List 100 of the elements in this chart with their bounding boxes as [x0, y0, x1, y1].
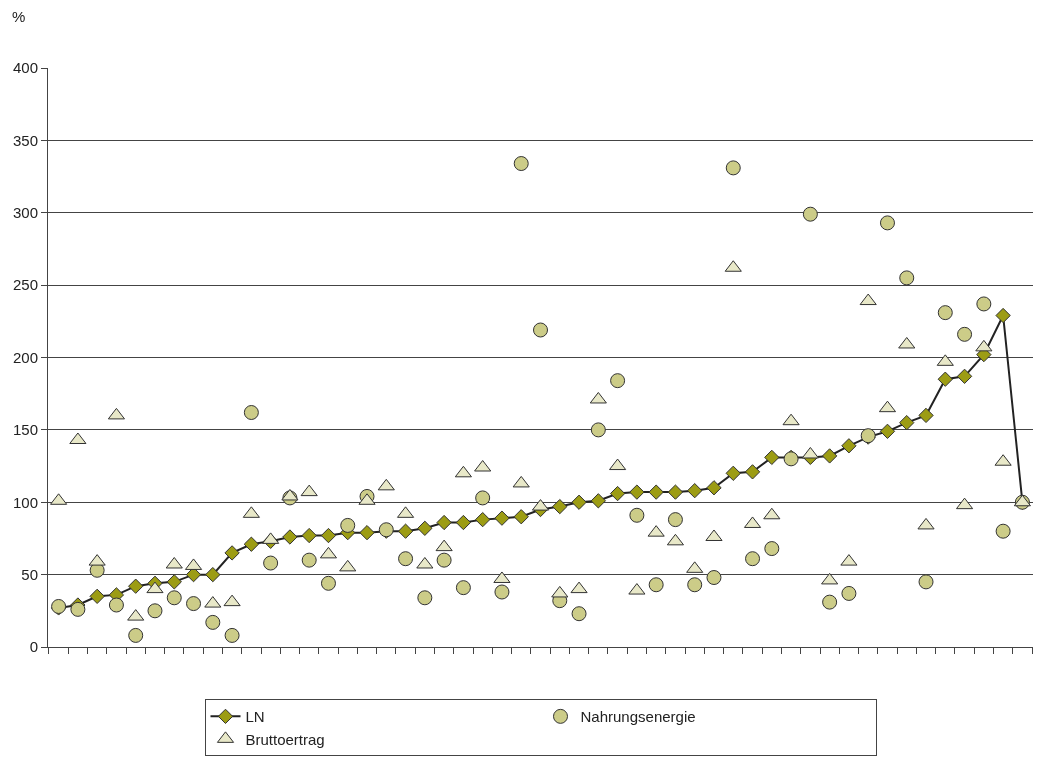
point [417, 590, 433, 606]
y-tick-label: 150 [12, 421, 38, 439]
point [957, 326, 973, 342]
point [667, 512, 683, 528]
legend-label: Nahrungsenergie [580, 708, 696, 726]
y-tick-label: 0 [29, 638, 38, 656]
y-axis-title: % [12, 8, 26, 25]
point [436, 514, 452, 531]
y-tick-label: 300 [12, 204, 38, 221]
point [551, 585, 569, 598]
point [879, 215, 895, 231]
point [744, 464, 761, 480]
point [648, 577, 664, 593]
point [223, 594, 241, 607]
point [146, 581, 164, 594]
point [186, 596, 202, 612]
point [609, 485, 626, 502]
point [995, 307, 1011, 324]
point [435, 539, 453, 552]
point [570, 581, 588, 594]
y-tick-label: 100 [12, 493, 38, 511]
y-tick-label: 350 [12, 131, 38, 149]
point [841, 438, 857, 454]
y-tick-label: 50 [21, 565, 38, 583]
point [552, 498, 568, 515]
point [494, 584, 510, 600]
point [995, 523, 1011, 539]
point [243, 536, 260, 552]
point [69, 432, 87, 445]
point [937, 305, 953, 321]
y-tick-label: 400 [12, 59, 38, 77]
point [436, 552, 452, 568]
point [725, 465, 741, 481]
point [589, 391, 607, 404]
point [398, 551, 414, 567]
point [454, 465, 472, 478]
point [205, 614, 221, 630]
point [859, 293, 877, 306]
point [70, 601, 86, 617]
point [417, 520, 433, 536]
point [609, 458, 627, 471]
point [224, 545, 240, 561]
point [89, 588, 105, 604]
point [667, 484, 684, 500]
point [300, 484, 318, 497]
point [416, 556, 434, 569]
point [590, 422, 606, 438]
point [494, 510, 510, 526]
point [821, 572, 839, 585]
point [128, 627, 144, 643]
point [571, 494, 587, 510]
point [917, 517, 935, 530]
point [166, 590, 182, 606]
point [320, 575, 336, 591]
point [764, 449, 780, 466]
point [263, 555, 279, 571]
point [590, 493, 606, 509]
point [937, 371, 953, 387]
point [571, 606, 587, 622]
point [687, 483, 703, 499]
point [802, 206, 818, 222]
point [918, 574, 934, 590]
point [706, 570, 722, 586]
point [801, 446, 819, 459]
point [975, 339, 993, 352]
point [475, 490, 491, 506]
point [822, 594, 838, 610]
point [648, 484, 664, 500]
point [165, 556, 183, 569]
point [513, 509, 529, 525]
point [629, 507, 645, 523]
point [841, 585, 857, 601]
point [281, 488, 299, 501]
point [879, 423, 896, 439]
point [899, 270, 915, 286]
legend-label: Bruttoertrag [245, 730, 325, 748]
point [512, 475, 530, 488]
point [166, 574, 182, 590]
point [224, 627, 240, 643]
point [706, 480, 722, 496]
point [301, 527, 317, 544]
point [128, 578, 144, 594]
point [108, 597, 124, 613]
point [359, 525, 375, 541]
point [763, 507, 781, 520]
point [475, 511, 491, 528]
point [282, 529, 298, 545]
point [745, 551, 761, 567]
point [339, 559, 357, 572]
point [764, 541, 780, 557]
point [513, 156, 529, 172]
point [629, 484, 645, 500]
point [377, 478, 395, 491]
point [397, 523, 414, 539]
point [976, 296, 992, 312]
point [243, 405, 259, 420]
y-tick-label: 250 [12, 276, 38, 294]
point [725, 160, 741, 176]
point [533, 322, 548, 338]
point [455, 514, 472, 531]
